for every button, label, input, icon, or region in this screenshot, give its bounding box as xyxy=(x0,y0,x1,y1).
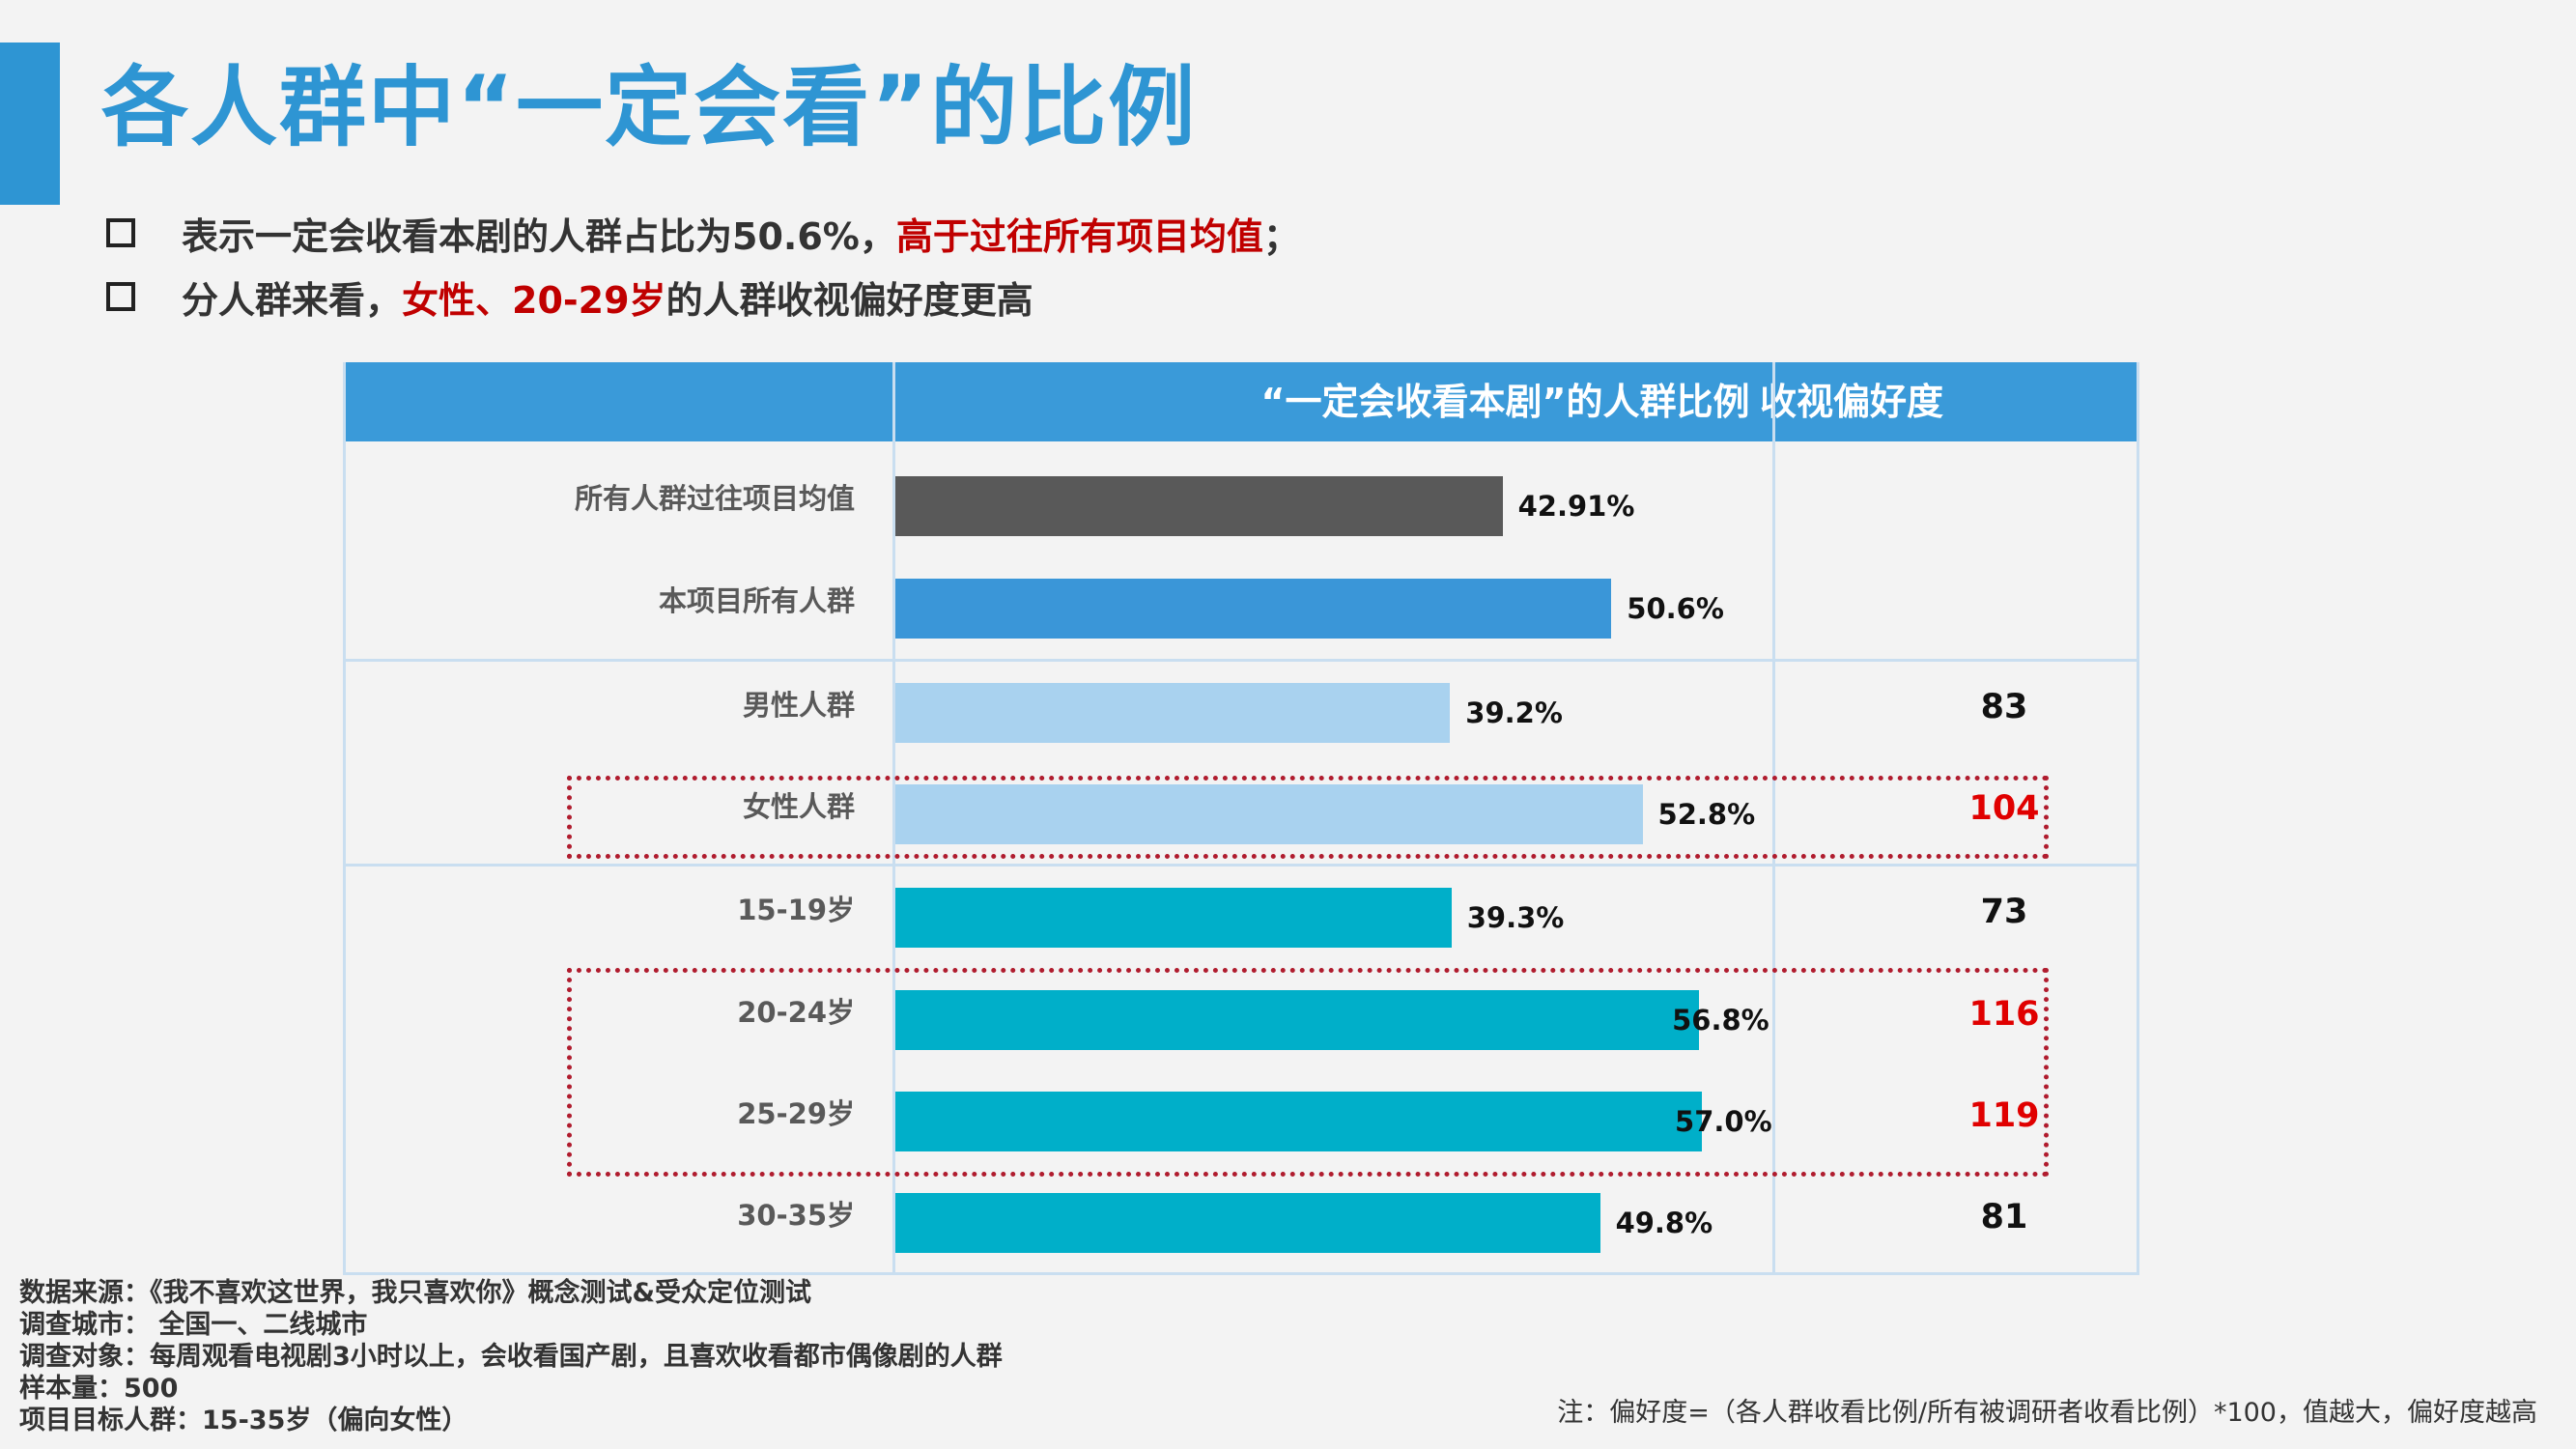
highlight-box-age-20-29 xyxy=(567,968,2049,1177)
header-ratio: “一定会收看本剧”的人群比例 xyxy=(1260,381,1750,423)
bullet-highlight: 女性、20-29岁 xyxy=(402,278,666,322)
group-divider xyxy=(343,659,2139,662)
bar-value-label: 39.3% xyxy=(1466,901,1565,934)
bullet-text-end: 的人群收视偏好度更高 xyxy=(665,278,1033,322)
chart-row: 25-29岁 57.0% 119 xyxy=(343,1082,2139,1151)
footnote: 注：偏好度=（各人群收看比例/所有被调研者收看比例）*100，值越大，偏好度越高 xyxy=(1557,1398,2537,1428)
header-category xyxy=(343,362,893,441)
bullet-text-end: ； xyxy=(1262,214,1300,258)
footer-source: 数据来源：《我不喜欢这世界，我只喜欢你》概念测试&受众定位测试 xyxy=(19,1278,812,1308)
category-label: 20-24岁 xyxy=(737,996,855,1029)
bullet-text: 表示一定会收看本剧的人群占比为50.6%， xyxy=(182,214,896,258)
bar-value-label: 50.6% xyxy=(1627,592,1724,625)
table-border-bottom xyxy=(343,1272,2139,1275)
title-accent-bar xyxy=(0,43,60,205)
summary-bullets: 表示一定会收看本剧的人群占比为50.6%， 高于过往所有项目均值； 分人群来看，女… xyxy=(106,201,1300,328)
chart-row: 男性人群 39.2% 83 xyxy=(343,673,2139,743)
preference-value: 81 xyxy=(1980,1198,2028,1236)
bar-value-label: 42.91% xyxy=(1517,490,1635,523)
bar-value-label: 39.2% xyxy=(1465,696,1563,729)
group-divider xyxy=(343,864,2139,867)
chart-row: 本项目所有人群 50.6% xyxy=(343,569,2139,639)
footer-subjects: 调查对象：每周观看电视剧3小时以上，会收看国产剧，且喜欢收看都市偶像剧的人群 xyxy=(19,1342,1003,1372)
chart-bar xyxy=(895,784,1643,844)
category-label: 女性人群 xyxy=(742,790,855,823)
data-source-footer: 数据来源：《我不喜欢这世界，我只喜欢你》概念测试&受众定位测试 调查城市： 全国… xyxy=(19,1277,1003,1436)
preference-value: 73 xyxy=(1980,893,2028,931)
category-label: 本项目所有人群 xyxy=(658,584,855,617)
chart-bar xyxy=(895,1193,1600,1253)
category-label: 15-19岁 xyxy=(737,894,855,926)
highlight-box-female xyxy=(567,776,2049,859)
footer-sample-size: 样本量：500 xyxy=(19,1374,179,1404)
category-label: 所有人群过往项目均值 xyxy=(574,482,855,515)
preference-value: 116 xyxy=(1968,995,2040,1034)
bar-value-label: 57.0% xyxy=(1675,1105,1772,1138)
bar-value-label: 52.8% xyxy=(1657,798,1756,831)
chart-bar xyxy=(895,1092,1703,1151)
chart-bar xyxy=(895,990,1700,1050)
category-label: 男性人群 xyxy=(742,689,855,722)
category-label: 30-35岁 xyxy=(737,1199,855,1232)
chart-bar xyxy=(895,579,1612,639)
chart-row: 女性人群 52.8% 104 xyxy=(343,775,2139,844)
column-divider xyxy=(1772,362,1775,1275)
column-divider xyxy=(892,362,895,1275)
preference-value: 83 xyxy=(1980,688,2028,726)
bullet-text: 分人群来看， xyxy=(182,278,403,322)
table-header: “一定会收看本剧”的人群比例 收视偏好度 xyxy=(343,362,2139,441)
bar-value-label: 49.8% xyxy=(1615,1207,1713,1239)
table-border-left xyxy=(343,362,346,1275)
chart-row: 20-24岁 56.8% 116 xyxy=(343,980,2139,1050)
chart-row: 30-35岁 49.8% 81 xyxy=(343,1183,2139,1253)
footer-target-group: 项目目标人群：15-35岁（偏向女性） xyxy=(19,1406,468,1435)
chart-bar xyxy=(895,683,1451,743)
footer-cities: 调查城市： 全国一、二线城市 xyxy=(19,1310,368,1340)
header-preference: 收视偏好度 xyxy=(1759,381,1943,423)
bar-value-label: 56.8% xyxy=(1672,1004,1769,1037)
table-border-right xyxy=(2137,362,2139,1275)
category-label: 25-29岁 xyxy=(737,1097,855,1130)
preference-value: 104 xyxy=(1968,789,2040,828)
chart-bar xyxy=(895,888,1452,948)
bullet-highlight: 高于过往所有项目均值 xyxy=(895,214,1263,258)
bullet-item: 表示一定会收看本剧的人群占比为50.6%， 高于过往所有项目均值； xyxy=(106,201,1300,265)
page-title: 各人群中“一定会看”的比例 xyxy=(101,57,1198,158)
square-bullet-icon xyxy=(106,218,135,247)
bar-chart-table: “一定会收看本剧”的人群比例 收视偏好度 所有人群过往项目均值 42.91% 本项目… xyxy=(343,362,2139,1275)
square-bullet-icon xyxy=(106,282,135,311)
bullet-item: 分人群来看， 女性、20-29岁 的人群收视偏好度更高 xyxy=(106,265,1300,328)
chart-row: 所有人群过往项目均值 42.91% xyxy=(343,467,2139,536)
chart-row: 15-19岁 39.3% 73 xyxy=(343,878,2139,948)
preference-value: 119 xyxy=(1968,1096,2040,1135)
chart-bar xyxy=(895,476,1503,536)
